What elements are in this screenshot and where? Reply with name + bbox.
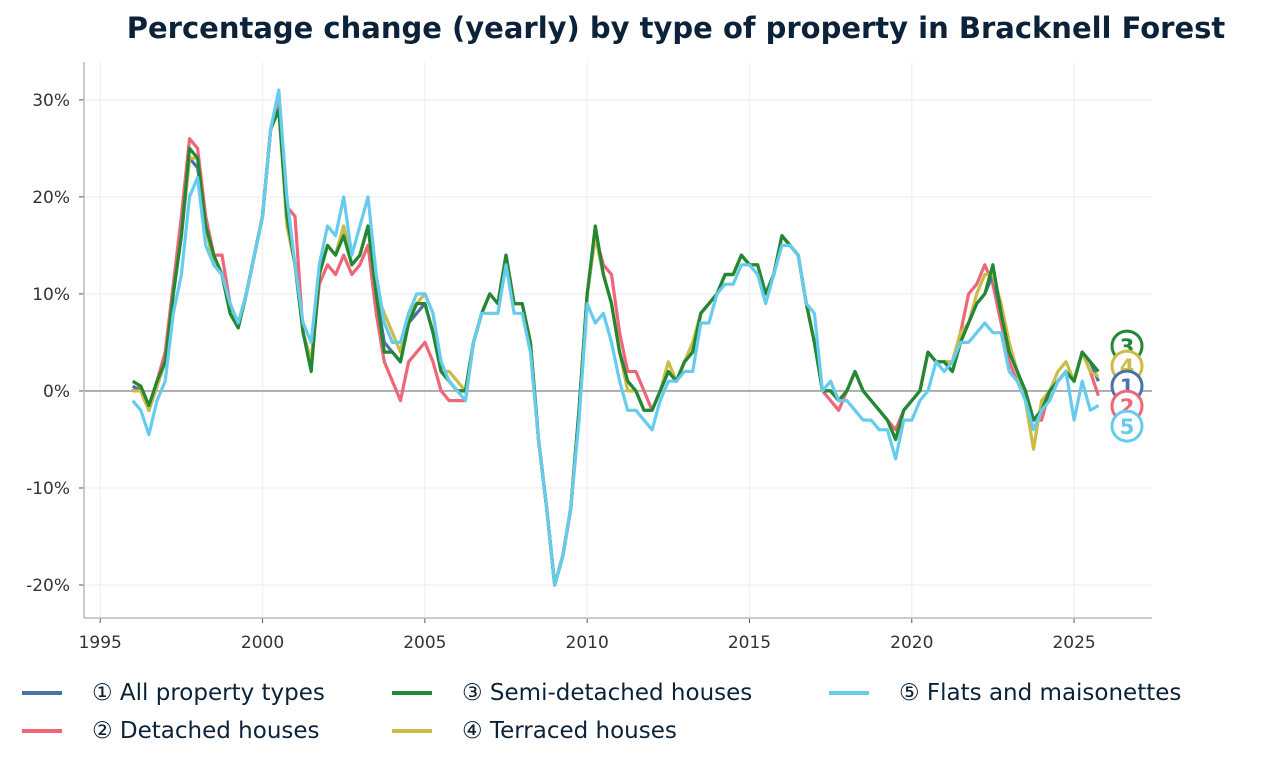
y-tick-label: 30%: [32, 91, 70, 111]
series-lines: [131, 88, 1100, 587]
y-tick-label: 0%: [43, 382, 70, 402]
x-tick-label: 2010: [566, 633, 609, 653]
legend-item-detached[interactable]: ② Detached houses: [22, 716, 392, 746]
legend-swatch: [392, 729, 432, 733]
legend-swatch: [392, 691, 432, 695]
legend-swatch: [22, 729, 62, 733]
series-line-4: [132, 107, 1100, 587]
grid: [84, 62, 1152, 618]
series-line-1: [131, 107, 1100, 587]
y-tick-label: 20%: [32, 188, 70, 208]
x-tick-label: 2015: [728, 633, 771, 653]
legend-swatch: [829, 691, 869, 695]
legend-swatch: [22, 691, 62, 695]
y-tick-label: -20%: [26, 576, 70, 596]
y-tick-label: -10%: [26, 479, 70, 499]
legend-label: ② Detached houses: [92, 718, 320, 744]
x-tick-label: 2020: [890, 633, 933, 653]
series-line-5: [131, 88, 1100, 587]
x-tick-label: 2025: [1052, 633, 1095, 653]
series-line-3: [131, 107, 1100, 587]
x-tick-label: 1995: [79, 633, 122, 653]
legend: ① All property types ③ Semi-detached hou…: [22, 678, 1272, 746]
y-tick-label: 10%: [32, 285, 70, 305]
chart-title: Percentage change (yearly) by type of pr…: [127, 11, 1226, 45]
line-chart: Percentage change (yearly) by type of pr…: [26, 11, 1226, 653]
legend-label: ⑤ Flats and maisonettes: [899, 680, 1182, 706]
x-tick-label: 2005: [403, 633, 446, 653]
legend-item-all[interactable]: ① All property types: [22, 678, 392, 708]
legend-label: ③ Semi-detached houses: [462, 680, 753, 706]
x-tick-label: 2000: [241, 633, 284, 653]
end-label-5: 5: [1120, 415, 1135, 439]
end-label-circle: [1110, 409, 1144, 443]
legend-item-flats[interactable]: ⑤ Flats and maisonettes: [829, 678, 1229, 708]
series-line-2: [131, 98, 1100, 587]
legend-label: ④ Terraced houses: [462, 718, 677, 744]
legend-item-terraced[interactable]: ④ Terraced houses: [392, 716, 829, 746]
legend-item-semi[interactable]: ③ Semi-detached houses: [392, 678, 829, 708]
legend-label: ① All property types: [92, 680, 325, 706]
axes: 1995 2000 2005 2010 2015 2020 2025 30% 20% 10% 0% -…: [26, 62, 1152, 653]
